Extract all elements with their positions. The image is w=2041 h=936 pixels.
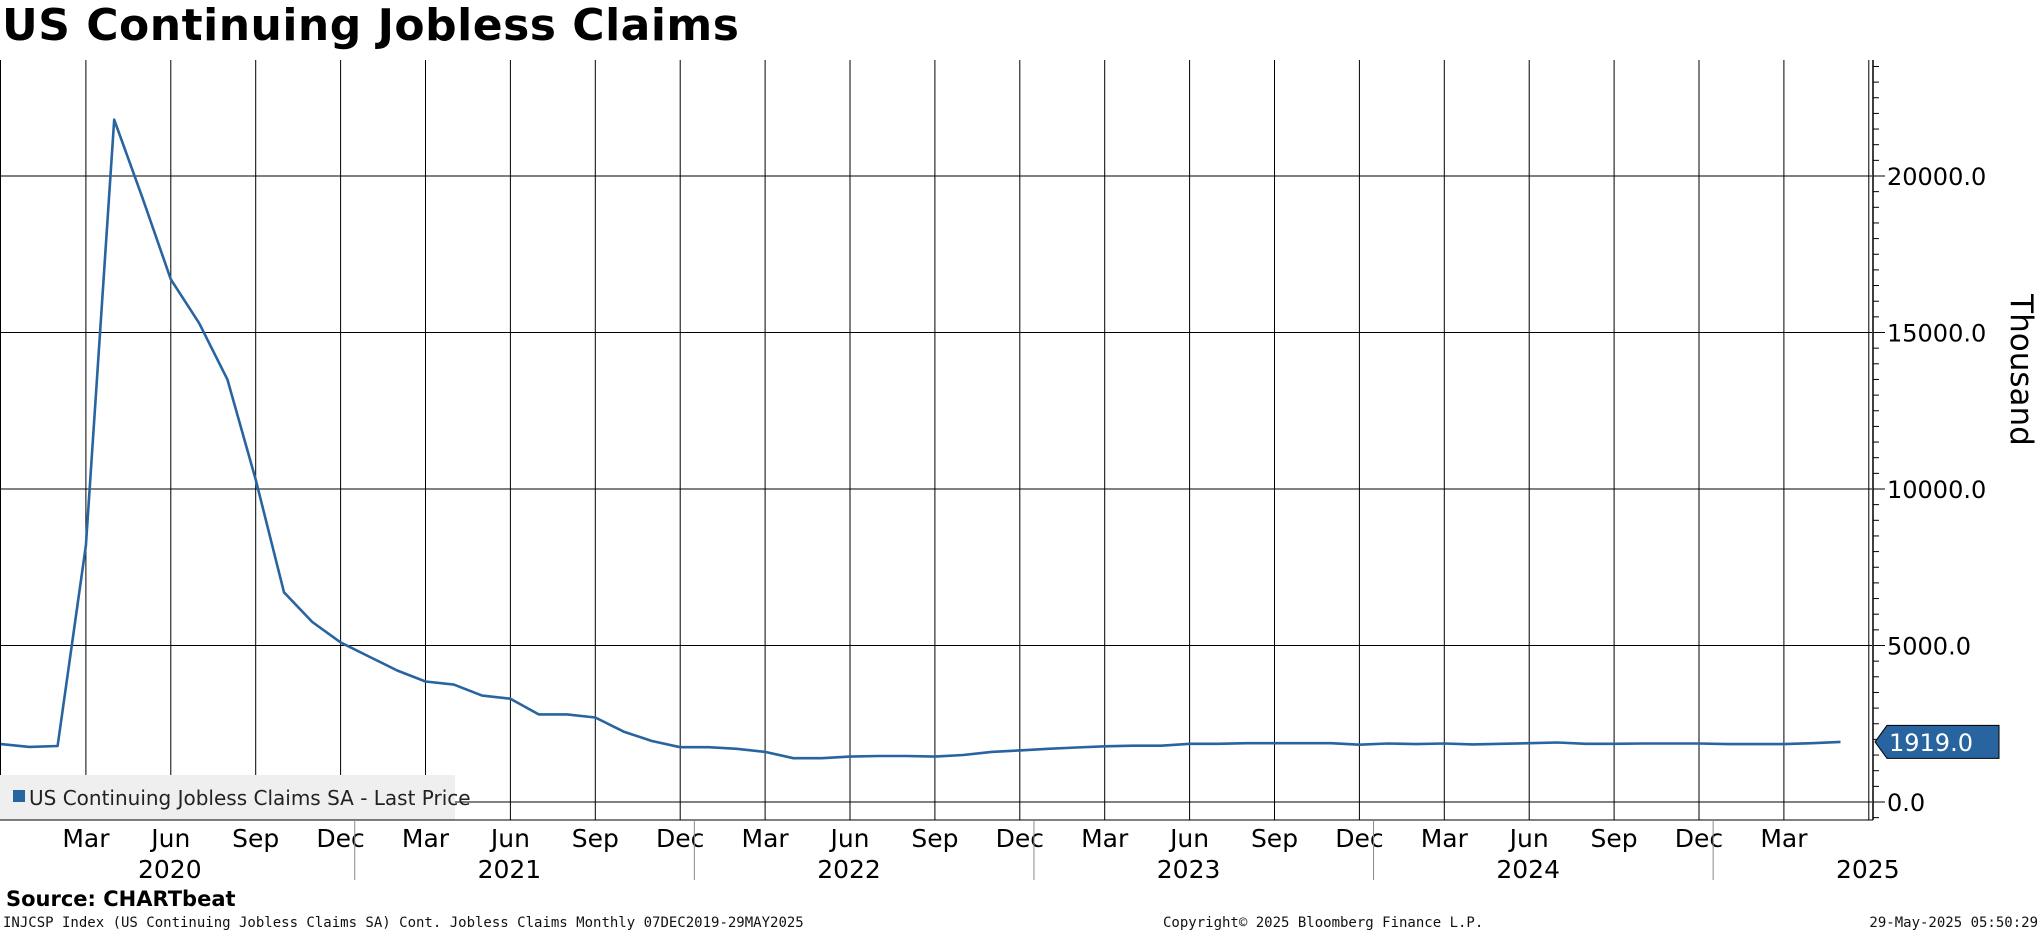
x-month-label: Dec xyxy=(1335,824,1383,853)
x-year-label: 2021 xyxy=(478,855,542,880)
x-month-label: Sep xyxy=(911,824,958,853)
x-year-label: 2025 xyxy=(1836,855,1900,880)
footer-timestamp: 29-May-2025 05:50:29 xyxy=(1869,915,2038,931)
last-value-label: 1919.0 xyxy=(1889,729,1973,757)
last-value-marker: 1919.0 xyxy=(1874,724,2000,759)
chart-plot: US Continuing Jobless Claims SA - Last P… xyxy=(0,60,2039,880)
legend: US Continuing Jobless Claims SA - Last P… xyxy=(0,775,471,820)
series-group xyxy=(0,118,1841,760)
x-month-label: Mar xyxy=(742,824,790,853)
source-label: Source: CHARTbeat xyxy=(6,887,236,911)
series-line xyxy=(0,118,1841,760)
y-tick-label: 15000.0 xyxy=(1887,320,1986,348)
grid-lines xyxy=(0,60,1872,820)
x-month-label: Jun xyxy=(1168,824,1209,853)
last-value-flag xyxy=(1874,724,2000,759)
x-month-label: Mar xyxy=(1760,824,1808,853)
legend-swatch xyxy=(13,790,25,802)
x-month-label: Mar xyxy=(1081,824,1129,853)
legend-background xyxy=(0,775,455,820)
x-month-label: Mar xyxy=(62,824,110,853)
x-year-label: 2023 xyxy=(1157,855,1221,880)
x-month-label: Jun xyxy=(149,824,190,853)
y-axis: 0.0 5000.0 10000.0 15000.0 20000.0 xyxy=(1872,60,1986,820)
y-tick-label: 0.0 xyxy=(1887,789,1925,817)
x-month-label: Sep xyxy=(1591,824,1638,853)
x-month-label: Mar xyxy=(1421,824,1469,853)
x-month-label: Dec xyxy=(996,824,1044,853)
y-tick-label: 10000.0 xyxy=(1887,476,1986,504)
x-month-label: Jun xyxy=(489,824,530,853)
x-month-label: Sep xyxy=(572,824,619,853)
y-axis-unit-label: Thousand xyxy=(2003,293,2039,446)
x-year-label: 2020 xyxy=(138,855,202,880)
x-axis: Mar Jun Sep Dec Mar Jun Sep Dec Mar Jun Sep Dec Mar J… xyxy=(0,819,1900,880)
y-tick-label: 20000.0 xyxy=(1887,163,1986,191)
x-month-label: Sep xyxy=(232,824,279,853)
x-month-label: Jun xyxy=(1508,824,1549,853)
x-month-label: Sep xyxy=(1251,824,1298,853)
x-month-label: Mar xyxy=(402,824,450,853)
footer-copyright: Copyright© 2025 Bloomberg Finance L.P. xyxy=(1163,915,1484,931)
x-year-label: 2024 xyxy=(1496,855,1560,880)
x-month-label: Dec xyxy=(316,824,364,853)
chart-title: US Continuing Jobless Claims xyxy=(2,0,740,51)
x-month-label: Dec xyxy=(656,824,704,853)
x-year-label: 2022 xyxy=(817,855,881,880)
legend-label: US Continuing Jobless Claims SA - Last P… xyxy=(29,786,471,810)
footer-series-info: INJCSP Index (US Continuing Jobless Clai… xyxy=(3,915,804,931)
x-month-label: Jun xyxy=(828,824,869,853)
x-month-label: Dec xyxy=(1675,824,1723,853)
y-tick-label: 5000.0 xyxy=(1887,633,1971,661)
